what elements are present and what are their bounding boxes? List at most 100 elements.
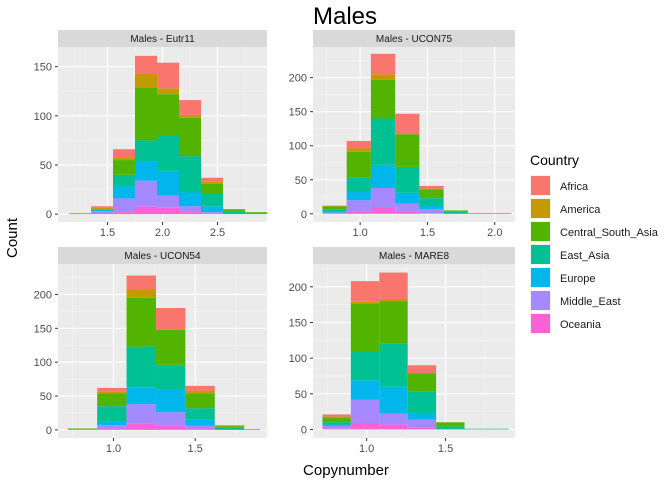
facet-title: Males - MARE8 bbox=[379, 251, 449, 262]
legend-item: Europe bbox=[530, 267, 595, 288]
bar-segment-middle-east bbox=[126, 404, 156, 424]
bar-segment-europe bbox=[395, 192, 420, 204]
bar-segment-east-asia bbox=[113, 174, 135, 187]
bar-segment-middle-east bbox=[97, 425, 127, 429]
bar-segment-central-south-asia bbox=[67, 428, 98, 430]
bar-segment-africa bbox=[126, 275, 156, 290]
bar-segment-east-asia bbox=[407, 391, 437, 414]
bar-segment-europe bbox=[350, 380, 380, 400]
bar-segment-oceania bbox=[350, 423, 380, 430]
bar-segment-east-asia bbox=[395, 166, 420, 193]
bar-segment-europe bbox=[155, 389, 186, 413]
y-tick-label: 0 bbox=[46, 209, 52, 221]
legend-label: East_Asia bbox=[560, 250, 610, 262]
bar-segment-africa bbox=[91, 206, 113, 208]
bar-segment-central-south-asia bbox=[443, 210, 468, 212]
bar-segment-europe bbox=[91, 209, 113, 212]
bar-segment-east-asia bbox=[126, 346, 156, 388]
bar-segment-america bbox=[135, 73, 157, 88]
legend-swatch bbox=[531, 291, 550, 310]
bar-segment-america bbox=[113, 157, 135, 161]
y-tick-label: 50 bbox=[40, 160, 52, 172]
bar-segment-middle-east bbox=[135, 180, 157, 207]
histogram-bars bbox=[322, 272, 509, 430]
bar-segment-central-south-asia bbox=[157, 94, 179, 136]
bar-segment-middle-east bbox=[407, 419, 437, 428]
facet-panel-1: Males - Eutr11 1.5 2.0 2.5 0 50 100 150 bbox=[34, 30, 267, 239]
legend-item: America bbox=[530, 198, 601, 219]
bar-segment-central-south-asia bbox=[214, 426, 245, 428]
legend-swatch bbox=[531, 268, 550, 287]
y-tick-label: 0 bbox=[301, 209, 307, 221]
bar-segment-east-asia bbox=[492, 213, 511, 214]
bar-segment-east-asia bbox=[185, 408, 215, 420]
legend-label: Africa bbox=[560, 181, 589, 193]
bar-segment-oceania bbox=[179, 212, 201, 215]
y-tick-label: 0 bbox=[301, 424, 307, 436]
bar-segment-africa bbox=[155, 308, 186, 330]
bar-segment-europe bbox=[157, 170, 179, 196]
bar-segment-oceania bbox=[97, 428, 127, 430]
bar-segment-america bbox=[379, 298, 408, 302]
bar-segment-america bbox=[91, 207, 113, 210]
bar-segment-europe bbox=[419, 204, 444, 210]
bar-segment-east-asia bbox=[322, 209, 347, 212]
y-tick-label: 200 bbox=[34, 289, 52, 301]
bar-segment-middle-east bbox=[91, 211, 113, 215]
bar-segment-africa bbox=[322, 414, 351, 417]
y-tick-label: 100 bbox=[34, 357, 52, 369]
y-tick-label: 150 bbox=[34, 323, 52, 335]
y-tick-label: 0 bbox=[46, 425, 52, 437]
legend-label: Europe bbox=[560, 273, 595, 285]
bar-segment-europe bbox=[126, 387, 156, 405]
bar-segment-africa bbox=[407, 365, 437, 374]
y-axis-label: Count bbox=[4, 217, 21, 258]
bar-segment-america bbox=[97, 391, 127, 394]
bar-segment-africa bbox=[97, 387, 127, 392]
bar-segment-central-south-asia bbox=[245, 212, 267, 214]
bar-segment-europe bbox=[379, 386, 408, 414]
y-tick-label: 50 bbox=[295, 389, 307, 401]
bar-segment-central-south-asia bbox=[419, 189, 444, 199]
bar-segment-africa bbox=[370, 53, 396, 75]
facet-panel-2: Males - UCON75 1.0 1.5 2.0 0 50 100 150 200 bbox=[289, 30, 515, 239]
facet-panel-3: Males - UCON54 1.0 1.5 0 50 100 150 200 bbox=[34, 247, 267, 455]
bar-segment-east-asia bbox=[492, 428, 509, 430]
bar-segment-america bbox=[350, 301, 380, 304]
x-tick-label: 1.5 bbox=[420, 227, 435, 239]
bar-segment-central-south-asia bbox=[97, 393, 127, 407]
bar-segment-central-south-asia bbox=[350, 303, 380, 351]
bar-segment-africa bbox=[179, 100, 201, 115]
bar-segment-east-asia bbox=[322, 422, 351, 425]
bar-segment-east-asia bbox=[201, 193, 223, 207]
bar-segment-middle-east bbox=[370, 187, 396, 208]
bar-segment-europe bbox=[179, 192, 201, 207]
bar-segment-oceania bbox=[135, 206, 157, 215]
bar-segment-middle-east bbox=[155, 412, 186, 426]
legend-swatch bbox=[531, 245, 550, 264]
bar-segment-east-asia bbox=[214, 427, 245, 430]
chart-title: Males bbox=[313, 3, 377, 30]
bar-segment-africa bbox=[113, 149, 135, 158]
x-tick-label: 2.0 bbox=[155, 227, 170, 239]
bar-segment-america bbox=[370, 74, 396, 80]
x-axis-label: Copynumber bbox=[303, 462, 389, 479]
facet-strip bbox=[58, 30, 267, 47]
bar-segment-africa bbox=[350, 281, 380, 302]
bar-segment-middle-east bbox=[379, 413, 408, 425]
bar-segment-oceania bbox=[201, 213, 223, 215]
facet-strip bbox=[313, 247, 515, 264]
histogram-bars bbox=[69, 55, 267, 215]
x-tick-label: 2.5 bbox=[210, 227, 225, 239]
bar-segment-central-south-asia bbox=[346, 151, 371, 178]
y-tick-label: 200 bbox=[289, 73, 307, 85]
bar-segment-africa bbox=[395, 113, 420, 135]
y-tick-label: 150 bbox=[289, 107, 307, 119]
bar-segment-oceania bbox=[126, 423, 156, 430]
y-tick-label: 150 bbox=[289, 317, 307, 329]
bar-segment-oceania bbox=[157, 207, 179, 215]
bar-segment-east-asia bbox=[419, 198, 444, 205]
bar-segment-central-south-asia bbox=[185, 393, 215, 409]
